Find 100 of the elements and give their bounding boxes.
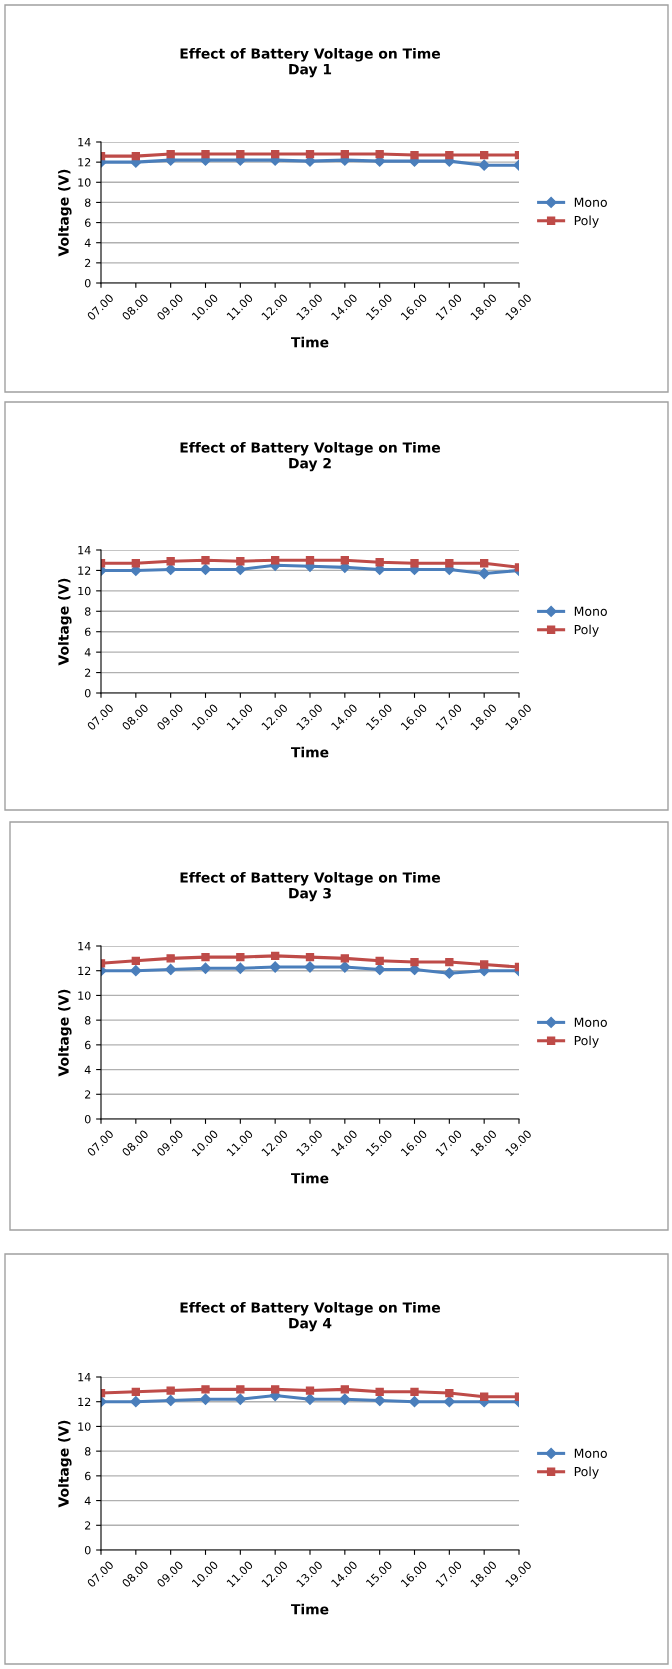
point [236,149,245,159]
y-tick-label: 0 [84,278,91,288]
legend-label: Mono [574,197,607,207]
point [375,1387,384,1397]
point [443,1396,455,1408]
y-tick-label: 10 [78,1422,91,1431]
y-tick-label: 2 [85,258,91,268]
point [445,150,454,160]
y-tick-label: 8 [84,198,91,207]
y-tick-label: 10 [78,178,91,187]
legend-label: Poly [574,1035,599,1048]
point [166,954,175,963]
chart-subtitle: Day 4 [289,1318,332,1332]
legend-label: Mono [574,606,607,616]
point [130,965,142,977]
y-tick-label: 0 [84,1114,91,1124]
y-axis-title: Voltage (V) [58,578,72,666]
point [478,567,490,580]
point [236,1385,245,1394]
point [270,951,280,961]
point [166,1386,175,1395]
x-axis-title: Time [291,336,329,348]
chart-title: Effect of Battery Voltage on Time [180,1302,441,1316]
point [166,557,175,566]
y-tick-label: 6 [84,1040,91,1050]
point [201,952,210,962]
point [340,149,350,159]
point [165,963,177,976]
point [234,962,246,974]
point [479,960,489,969]
y-tick-label: 10 [78,991,91,1000]
y-tick-label: 2 [85,1090,91,1099]
y-tick-label: 6 [84,218,91,227]
point [445,559,454,568]
point [479,1392,489,1401]
chart-subtitle: Day 2 [289,457,331,472]
point [478,159,490,171]
point [410,957,419,967]
point [305,149,315,159]
y-tick-label: 12 [78,966,91,975]
legend-label: Poly [574,215,599,228]
chart-subtitle: Day 3 [289,887,331,902]
y-tick-label: 8 [84,1447,91,1456]
point [339,1393,351,1405]
y-tick-label: 14 [78,546,91,555]
point [305,952,315,962]
point [270,149,280,159]
point [305,1386,315,1395]
legend-label: Mono [574,1448,607,1458]
point [131,956,141,965]
y-tick-label: 4 [84,238,91,247]
point [269,961,281,973]
y-tick-label: 6 [84,627,91,637]
legend-label: Mono [574,1017,607,1027]
point [445,957,454,967]
y-tick-label: 14 [78,1373,91,1382]
point [410,150,419,160]
y-axis-title: Voltage (V) [58,169,72,257]
legend-label: Poly [574,624,599,637]
point [375,149,384,159]
y-tick-label: 10 [78,586,91,596]
point [340,954,350,963]
y-tick-label: 4 [84,1065,91,1074]
x-axis-title: Time [291,1603,329,1615]
point [375,956,384,965]
point [131,151,141,161]
point [131,559,141,568]
point [375,558,384,567]
chart-subtitle: Day 1 [289,64,332,78]
y-axis-title: Voltage (V) [58,989,72,1077]
point [340,1385,350,1394]
point [445,1388,454,1398]
x-axis-title: Time [291,746,329,758]
y-axis-title: Voltage (V) [58,1420,72,1508]
point [236,952,245,962]
point [339,961,351,973]
point [479,150,489,160]
y-tick-label: 12 [78,566,91,575]
y-tick-label: 12 [78,158,91,167]
y-tick-label: 8 [84,607,91,616]
point [201,556,210,565]
point [410,1387,419,1397]
point [479,559,489,568]
point [340,556,350,565]
y-tick-label: 12 [78,1397,91,1406]
y-tick-label: 8 [84,1016,91,1025]
y-tick-label: 2 [85,1521,91,1530]
y-tick-label: 2 [85,668,91,677]
point [165,1394,177,1407]
point [443,967,455,979]
x-axis-title: Time [291,1172,329,1184]
point [270,1385,280,1394]
y-tick-label: 4 [84,1496,91,1505]
point [201,149,210,159]
y-tick-label: 14 [78,942,91,951]
point [166,149,175,159]
chart-title: Effect of Battery Voltage on Time [180,872,441,886]
chart-title: Effect of Battery Voltage on Time [180,48,441,62]
point [236,557,245,566]
legend-label: Poly [574,1466,599,1479]
